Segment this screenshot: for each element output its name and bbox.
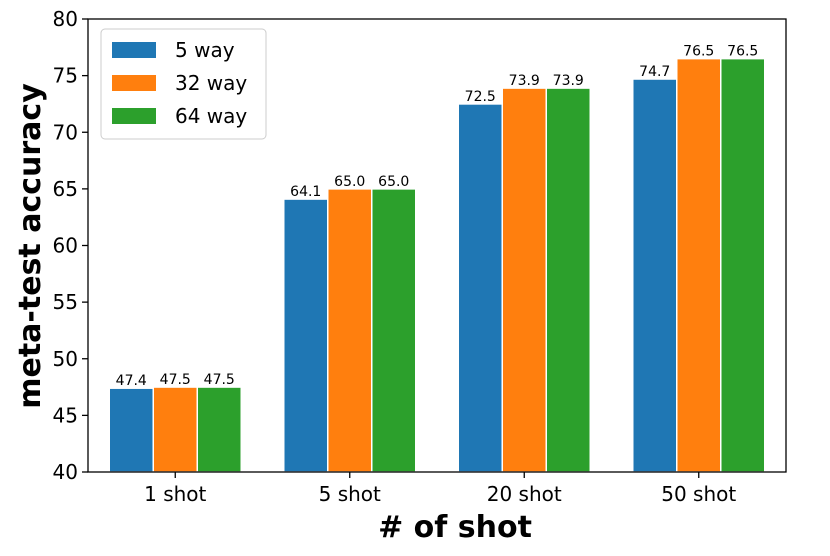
y-tick-label: 80 — [53, 7, 78, 31]
legend-swatch — [112, 75, 156, 91]
bar-5-way-20-shot — [457, 103, 503, 473]
x-axis-ticks: 1 shot 5 shot 20 shot 50 shot — [144, 472, 736, 506]
bar-32-way-1-shot — [152, 386, 198, 473]
legend-swatch — [112, 42, 156, 58]
legend-label: 32 way — [175, 71, 247, 95]
bar-5-way-1-shot — [108, 387, 154, 473]
bar-64-way-20-shot — [545, 87, 591, 473]
y-tick-label: 65 — [53, 177, 78, 201]
bar-64-way-1-shot — [196, 386, 242, 473]
bar-32-way-20-shot — [501, 87, 547, 473]
bar-64-way-50-shot — [720, 57, 766, 473]
bar-value-label: 73.9 — [553, 73, 584, 89]
bars-layer — [108, 57, 766, 473]
y-tick-label: 45 — [53, 403, 78, 427]
legend-label: 64 way — [175, 104, 247, 128]
bar-32-way-5-shot — [327, 188, 373, 473]
x-tick-label: 5 shot — [319, 482, 381, 506]
y-tick-label: 60 — [53, 234, 78, 258]
bar-value-label: 73.9 — [509, 73, 540, 89]
bar-32-way-50-shot — [676, 57, 722, 473]
bar-value-label: 47.5 — [160, 372, 191, 388]
y-tick-label: 75 — [53, 64, 78, 88]
y-tick-label: 50 — [53, 347, 78, 371]
legend: 5 way 32 way 64 way — [100, 28, 267, 140]
bar-64-way-5-shot — [371, 188, 417, 473]
legend-label: 5 way — [175, 38, 235, 62]
x-tick-label: 20 shot — [487, 482, 562, 506]
bar-value-label: 65.0 — [378, 174, 409, 190]
x-tick-label: 50 shot — [661, 482, 736, 506]
x-tick-label: 1 shot — [144, 482, 206, 506]
x-axis-title: # of shot — [378, 510, 532, 545]
bar-value-label: 76.5 — [683, 44, 714, 60]
bar-value-label: 65.0 — [334, 174, 365, 190]
y-axis-title: meta-test accuracy — [13, 83, 48, 409]
bar-value-label: 76.5 — [727, 44, 758, 60]
bar-value-label: 74.7 — [639, 64, 670, 80]
bar-value-label: 72.5 — [465, 89, 496, 105]
bar-5-way-50-shot — [632, 78, 678, 473]
y-tick-label: 55 — [53, 290, 78, 314]
y-tick-label: 40 — [53, 460, 78, 484]
bar-value-label: 47.4 — [116, 373, 147, 389]
bar-value-label: 47.5 — [204, 372, 235, 388]
y-tick-label: 70 — [53, 120, 78, 144]
bar-5-way-5-shot — [283, 198, 329, 473]
legend-swatch — [112, 108, 156, 124]
bar-labels-layer: 47.4 47.5 47.5 64.1 65.0 65.0 72.5 73.9 73.9 74.7… — [116, 44, 759, 390]
y-axis-ticks: 40 45 50 55 60 65 70 75 80 — [53, 7, 88, 484]
bar-value-label: 64.1 — [290, 184, 321, 200]
